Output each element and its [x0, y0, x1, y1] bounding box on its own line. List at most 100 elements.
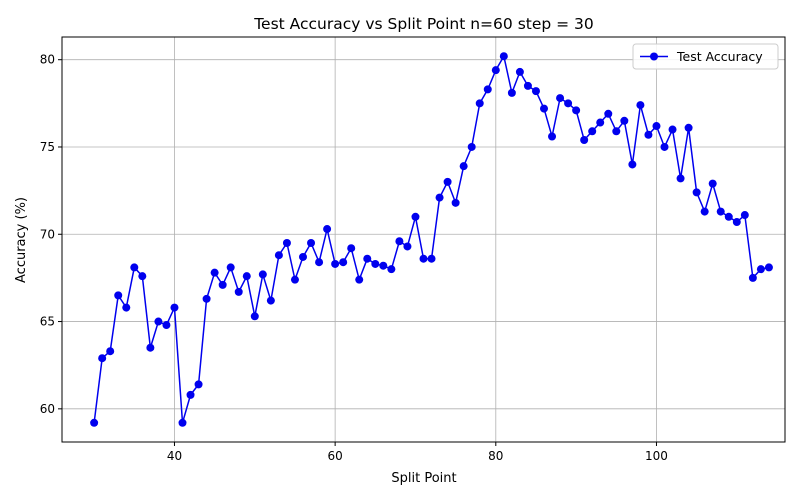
- legend-marker-sample: [650, 52, 658, 61]
- data-point: [459, 162, 468, 171]
- data-point: [282, 238, 291, 247]
- data-point: [499, 52, 508, 61]
- data-point: [387, 265, 396, 274]
- data-point: [764, 263, 773, 272]
- series-line: [93, 55, 770, 424]
- x-tick-label: 80: [488, 449, 503, 463]
- data-point: [716, 207, 725, 216]
- grid: [62, 37, 785, 442]
- data-point: [266, 296, 275, 305]
- data-point: [274, 251, 283, 260]
- data-point: [242, 272, 251, 281]
- data-point: [202, 294, 211, 303]
- legend-box: [632, 43, 779, 70]
- data-point: [371, 259, 380, 268]
- data-point: [379, 261, 388, 270]
- chart-title: Test Accuracy vs Split Point n=60 step =…: [253, 15, 594, 33]
- data-point: [676, 174, 685, 183]
- data-point: [315, 258, 324, 267]
- data-point: [234, 287, 243, 296]
- y-axis-label: Accuracy (%): [14, 197, 29, 283]
- data-point: [515, 67, 524, 76]
- data-point: [620, 116, 629, 125]
- data-point: [178, 418, 187, 427]
- data-point: [114, 291, 123, 300]
- data-point: [540, 104, 548, 113]
- data-point: [106, 347, 115, 356]
- data-point: [355, 275, 364, 284]
- x-axis-label: Split Point: [391, 471, 456, 486]
- data-point: [146, 343, 155, 352]
- data-point: [98, 354, 107, 363]
- data-point: [531, 87, 540, 96]
- data-point: [331, 259, 340, 268]
- data-point: [299, 252, 307, 261]
- y-axis-ticks: 60 65 70 75 80: [40, 53, 62, 416]
- data-point: [403, 242, 412, 251]
- legend: Test Accuracy: [632, 43, 779, 70]
- data-point: [756, 265, 765, 274]
- data-point: [644, 130, 653, 139]
- data-point: [708, 179, 717, 188]
- data-point: [395, 237, 404, 246]
- data-point: [427, 254, 436, 263]
- data-point: [194, 380, 203, 389]
- data-point: [692, 188, 701, 197]
- x-tick-label: 40: [167, 449, 182, 463]
- data-point: [435, 193, 444, 202]
- data-point: [363, 254, 372, 263]
- data-point: [668, 125, 677, 134]
- y-tick-label: 70: [40, 227, 55, 241]
- data-point: [612, 127, 621, 136]
- x-tick-label: 60: [327, 449, 342, 463]
- data-point: [443, 177, 452, 186]
- x-axis-ticks: 40 60 80 100: [167, 442, 668, 463]
- data-point: [419, 254, 428, 263]
- data-point: [748, 273, 757, 282]
- data-point: [467, 142, 476, 151]
- data-point: [138, 272, 147, 281]
- y-tick-label: 60: [40, 402, 55, 416]
- x-tick-label: 100: [645, 449, 668, 463]
- data-point: [154, 317, 163, 326]
- legend-entry-label: Test Accuracy: [676, 49, 763, 64]
- data-point: [523, 81, 532, 90]
- data-point: [564, 99, 573, 108]
- y-tick-label: 65: [40, 315, 55, 329]
- data-point: [162, 321, 171, 330]
- data-point: [628, 160, 637, 169]
- data-point: [491, 66, 500, 75]
- data-point: [636, 101, 645, 110]
- data-point: [596, 118, 605, 127]
- data-point: [580, 136, 589, 144]
- data-point: [588, 127, 597, 136]
- data-point: [572, 106, 581, 115]
- data-point: [90, 418, 99, 427]
- data-point: [258, 270, 267, 279]
- data-point: [732, 218, 741, 227]
- data-point: [250, 312, 259, 321]
- data-point: [507, 88, 516, 97]
- data-point: [170, 303, 179, 312]
- series-markers: [90, 52, 773, 427]
- plot-frame: [61, 36, 786, 443]
- data-point: [684, 123, 693, 132]
- data-point: [186, 390, 195, 399]
- data-point: [122, 303, 131, 312]
- data-point: [210, 268, 219, 277]
- data-point: [218, 280, 227, 289]
- data-point: [724, 212, 733, 221]
- series-lines: [93, 55, 770, 424]
- data-point: [483, 85, 492, 94]
- data-point: [347, 244, 356, 253]
- data-point: [307, 238, 316, 247]
- data-point: [548, 132, 557, 141]
- data-point: [556, 94, 565, 103]
- y-tick-label: 75: [40, 140, 55, 154]
- data-point: [451, 198, 460, 207]
- data-point: [226, 263, 235, 272]
- data-point: [475, 99, 484, 108]
- data-point: [339, 258, 348, 267]
